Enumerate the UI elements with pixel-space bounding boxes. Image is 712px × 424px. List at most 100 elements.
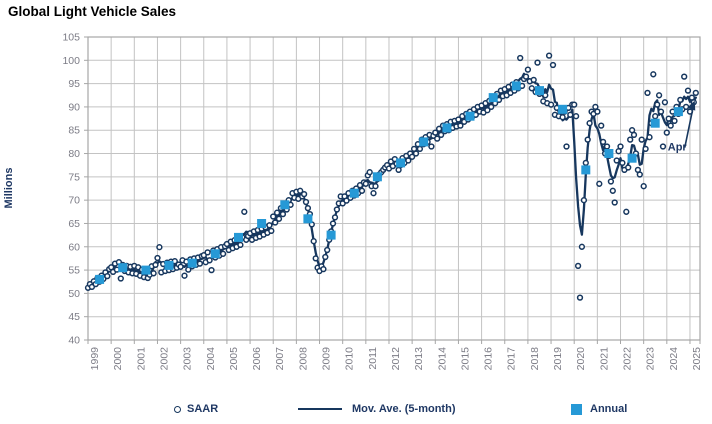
- x-tick-label: 2016: [483, 347, 495, 371]
- saar-point: [644, 89, 651, 97]
- saar-point: [640, 183, 647, 190]
- plot-frame: [87, 36, 701, 341]
- saar-point: [522, 73, 530, 80]
- saar-point: [266, 222, 273, 229]
- y-tick-label: 60: [68, 241, 80, 253]
- annual-point: [234, 232, 243, 242]
- saar-point: [154, 254, 161, 262]
- saar-point: [578, 243, 586, 250]
- saar-point: [219, 250, 227, 257]
- saar-point: [576, 294, 584, 301]
- saar-point: [563, 143, 570, 150]
- saar-point: [603, 143, 611, 150]
- saar-point: [611, 199, 618, 206]
- saar-point: [655, 92, 663, 99]
- saar-point: [607, 178, 615, 185]
- saar-point: [273, 209, 281, 216]
- y-tick-label: 70: [68, 195, 80, 207]
- legend-moving-average-label: Mov. Ave. (5-month): [352, 403, 456, 415]
- saar-point: [659, 143, 667, 150]
- annotation-arrow-shaft: [683, 106, 695, 148]
- y-tick-label: 85: [68, 125, 80, 137]
- saar-point: [580, 197, 588, 204]
- x-tick-label: 2013: [413, 347, 425, 371]
- saar-point: [156, 244, 163, 251]
- y-tick-label: 50: [68, 288, 80, 300]
- saar-point: [302, 198, 310, 206]
- annual-point: [396, 158, 406, 168]
- saar-point: [237, 241, 244, 249]
- saar-point: [638, 136, 645, 143]
- saar-point: [333, 206, 341, 213]
- annual-point: [511, 81, 521, 91]
- annual-point: [164, 260, 174, 270]
- saar-point: [455, 116, 462, 123]
- y-tick-label: 90: [68, 101, 80, 113]
- saar-point: [657, 108, 665, 115]
- saar-point: [270, 213, 277, 220]
- x-tick-label: 2023: [645, 347, 657, 371]
- saar-point: [457, 122, 464, 129]
- x-tick-label: 2015: [459, 347, 471, 371]
- moving-average-marker-icon: [298, 408, 342, 410]
- y-tick-label: 80: [68, 148, 80, 160]
- saar-point: [152, 261, 159, 269]
- annotation-apr-label: Apr: [668, 142, 688, 154]
- saar-point: [574, 262, 582, 270]
- moving-average-line: [86, 72, 697, 288]
- x-tick-label: 2021: [598, 347, 610, 371]
- saar-point: [584, 136, 591, 143]
- saar-point: [104, 272, 111, 280]
- saar-point: [567, 111, 574, 118]
- x-tick-label: 2025: [691, 347, 703, 371]
- saar-point: [572, 113, 580, 120]
- saar-point: [625, 164, 632, 171]
- y-tick-label: 100: [62, 55, 80, 67]
- saar-point: [208, 266, 215, 274]
- saar-point: [681, 73, 688, 80]
- saar-point: [488, 103, 495, 111]
- y-tick-label: 40: [68, 335, 80, 347]
- y-tick-label: 105: [62, 32, 80, 44]
- saar-point: [667, 122, 674, 129]
- saar-point: [517, 54, 524, 62]
- saar-point: [623, 208, 630, 215]
- x-tick-label: 2002: [158, 347, 170, 371]
- saar-point: [646, 134, 653, 141]
- saar-point: [599, 138, 607, 146]
- annual-point: [141, 265, 151, 275]
- saar-point: [619, 159, 626, 167]
- saar-point: [412, 150, 420, 157]
- saar-point: [617, 143, 624, 150]
- saar-point: [329, 220, 337, 227]
- saar-point: [150, 270, 157, 277]
- saar-point: [596, 180, 603, 187]
- annual-point: [488, 93, 498, 103]
- annual-point: [349, 188, 359, 198]
- saar-point: [609, 187, 616, 194]
- annual-point: [558, 104, 568, 114]
- x-tick-label: 2014: [436, 347, 448, 371]
- saar-point: [408, 153, 416, 160]
- saar-point: [642, 145, 649, 153]
- x-tick-label: 2020: [575, 347, 587, 371]
- saar-marker-icon: [174, 405, 181, 413]
- saar-point: [545, 52, 553, 59]
- saar-point: [692, 89, 699, 97]
- saar-point: [613, 157, 620, 164]
- x-tick-label: 2011: [367, 347, 379, 370]
- saar-point: [586, 120, 593, 127]
- saar-point: [661, 99, 669, 106]
- saar-point: [684, 87, 692, 94]
- annual-point: [465, 111, 475, 121]
- chart-title: Global Light Vehicle Sales: [8, 4, 177, 19]
- x-tick-label: 2024: [668, 347, 680, 371]
- annual-point: [419, 137, 429, 147]
- y-tick-label: 95: [68, 78, 80, 90]
- x-tick-label: 2007: [274, 347, 286, 371]
- annual-point: [118, 263, 128, 273]
- saar-point: [547, 101, 555, 108]
- saar-point: [524, 66, 532, 73]
